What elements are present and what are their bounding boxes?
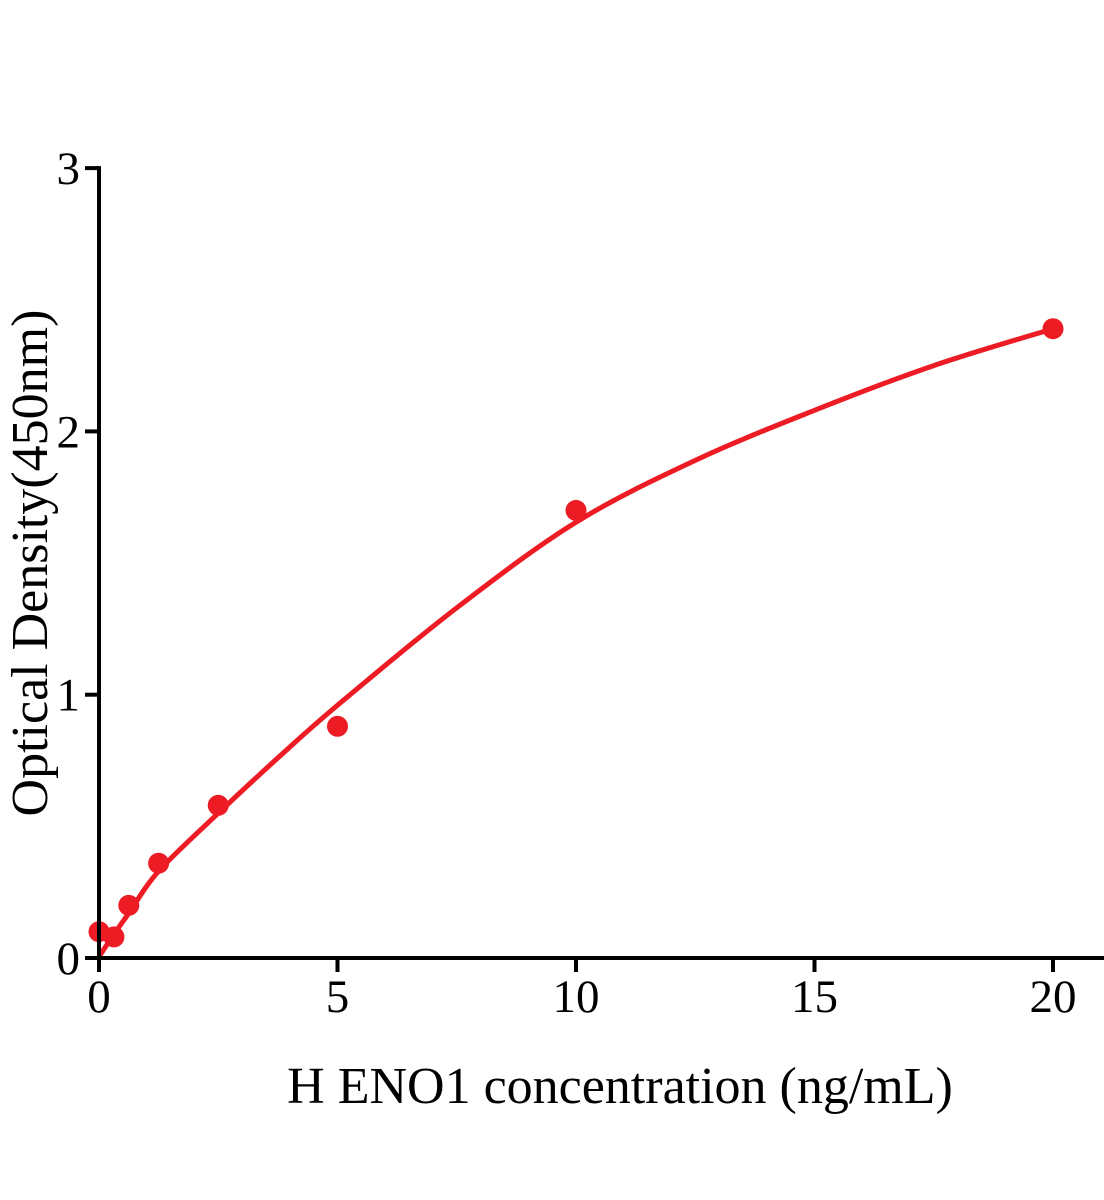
axes-layer (97, 166, 1104, 960)
fit-curve (96, 326, 1056, 960)
x-tick-label: 5 (326, 971, 350, 1023)
data-points-layer (88, 318, 1064, 948)
y-tick-label: 3 (57, 143, 81, 195)
fit-curve-layer (96, 326, 1056, 960)
x-axis-title: H ENO1 concentration (ng/mL) (287, 1058, 953, 1115)
x-tick-label: 0 (87, 971, 111, 1023)
y-axis-title: Optical Density(450nm) (2, 310, 59, 817)
y-tick-label: 1 (57, 670, 81, 722)
x-tick-label: 20 (1030, 971, 1077, 1023)
x-tick-label: 10 (553, 971, 600, 1023)
y-tick-label: 0 (57, 933, 81, 985)
tick-labels-layer: 0 1 2 3 0 5 10 15 20 (57, 143, 1077, 1023)
data-point (207, 794, 229, 816)
data-point (327, 715, 348, 737)
data-point (118, 894, 140, 916)
data-point (103, 926, 125, 948)
data-point (565, 499, 587, 521)
data-point (1042, 318, 1064, 340)
x-tick-label: 15 (791, 971, 838, 1023)
data-point (148, 852, 170, 874)
ticks-layer (85, 166, 1055, 972)
y-tick-label: 2 (57, 406, 81, 458)
